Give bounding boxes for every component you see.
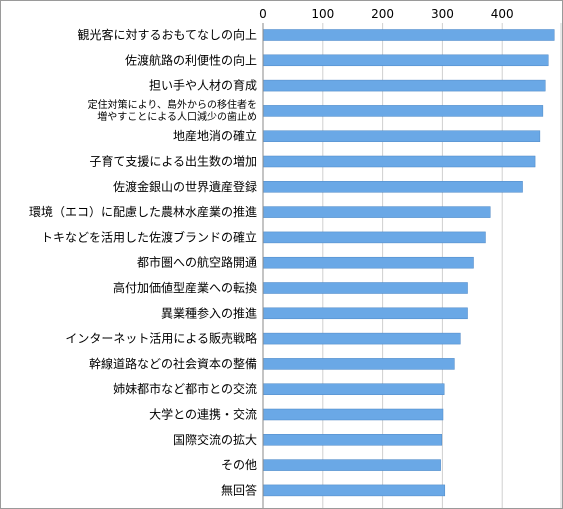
category-label: 佐渡航路の利便性の向上 <box>125 52 257 67</box>
bar <box>262 358 455 370</box>
category-label: 定住対策により、島外からの移住者を増やすことによる人口減少の歯止め <box>88 98 257 123</box>
bar <box>262 282 468 294</box>
bar <box>262 181 523 193</box>
bar <box>262 79 546 92</box>
bar <box>262 54 549 67</box>
bars <box>262 29 555 497</box>
category-label: 都市圏への航空路開通 <box>137 255 257 270</box>
bar <box>262 408 444 421</box>
bar <box>262 332 461 345</box>
category-label: 佐渡金銀山の世界遺産登録 <box>113 179 257 194</box>
x-tick-label: 200 <box>371 7 394 21</box>
x-tick-labels: 0 100 200 300 400 <box>259 7 513 21</box>
category-label: 高付加価値型産業への転換 <box>113 280 257 295</box>
category-label: 幹線道路などの社会資本の整備 <box>89 356 257 371</box>
bar <box>262 130 541 142</box>
bar <box>262 29 555 41</box>
category-label: 姉妹都市など都市との交流 <box>113 381 257 396</box>
bar <box>262 206 491 218</box>
bar <box>262 256 474 269</box>
category-label: 環境（エコ）に配慮した農林水産業の推進 <box>29 204 257 219</box>
bar <box>262 383 445 395</box>
bar <box>262 231 486 244</box>
bar <box>262 307 468 320</box>
x-tick-label: 300 <box>431 7 454 21</box>
category-labels: 観光客に対するおもてなしの向上佐渡航路の利便性の向上担い手や人材の育成定住対策に… <box>29 27 257 497</box>
bar <box>262 484 446 497</box>
category-label: 国際交流の拡大 <box>173 432 257 447</box>
category-label: 無回答 <box>221 482 257 497</box>
bar <box>262 459 441 471</box>
x-tick-label: 100 <box>311 7 334 21</box>
bar <box>262 155 536 168</box>
category-label: その他 <box>221 458 257 472</box>
category-label: 大学との連携・交流 <box>149 407 257 422</box>
category-label: 異業種参入の推進 <box>161 305 257 320</box>
category-label: 地産地消の確立 <box>173 128 257 143</box>
bar <box>262 434 443 446</box>
category-label: 観光客に対するおもてなしの向上 <box>77 27 257 42</box>
category-label: 子育て支援による出生数の増加 <box>89 154 257 169</box>
category-label: トキなどを活用した佐渡ブランドの確立 <box>41 229 257 244</box>
x-tick-label: 400 <box>491 7 514 21</box>
category-label: 担い手や人材の育成 <box>149 78 257 93</box>
x-tick-label: 0 <box>259 7 267 21</box>
category-label: インターネット活用による販売戦略 <box>65 331 257 346</box>
bar <box>262 105 544 117</box>
